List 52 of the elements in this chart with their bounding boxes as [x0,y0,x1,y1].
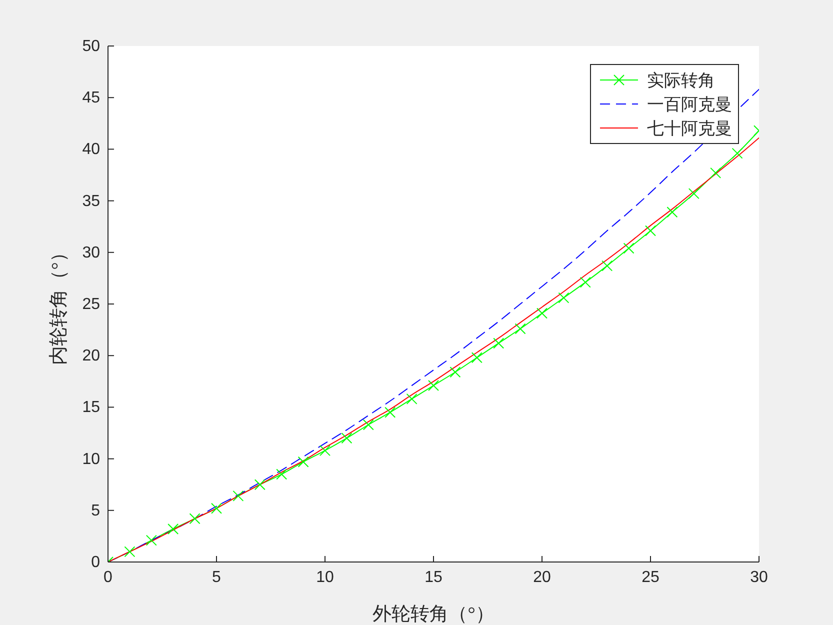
point [384,406,396,418]
point [124,546,136,558]
y-tick-label: 35 [82,192,100,210]
y-tick-label: 0 [91,554,100,571]
y-tick-label: 10 [82,450,100,468]
y-axis-title: 内轮转角（°） [48,243,70,365]
point [146,534,157,546]
point [254,479,266,490]
point [688,188,700,200]
legend-label: 一百阿克曼 [647,94,732,116]
legend-label: 实际转角 [647,70,715,92]
point [471,352,482,364]
point [189,513,200,524]
x-axis-title: 外轮转角（°） [372,604,494,625]
point [536,308,548,319]
point [298,456,309,468]
point [602,260,613,272]
y-tick-label: 30 [82,244,100,262]
y-tick-label: 45 [82,90,100,107]
y-tick-label: 40 [82,141,100,158]
x-tick-label: 30 [750,569,768,586]
x-tick-label: 20 [533,569,551,586]
x-tick-label: 25 [642,569,660,586]
x-tick-label: 5 [212,569,222,586]
point [362,419,374,430]
y-tick-label: 50 [82,38,100,55]
point [276,468,288,480]
point [514,323,526,334]
x-tick-label: 10 [316,569,334,586]
point [580,276,591,288]
point [623,242,634,254]
point [558,292,570,304]
point [341,432,352,444]
point [428,380,439,392]
point [493,338,504,349]
y-tick-label: 5 [91,502,100,520]
point [320,445,330,456]
point [450,366,461,378]
point [732,148,743,159]
y-tick-label: 15 [82,399,100,416]
x-tick-label: 0 [104,569,113,586]
point [211,502,222,514]
point [645,225,656,236]
point [232,490,244,502]
point [666,206,678,218]
y-tick-label: 20 [82,348,100,365]
y-tick-label: 25 [82,296,100,313]
point [406,393,418,404]
point [710,167,722,178]
x-tick-label: 15 [424,569,442,586]
point [168,523,179,534]
legend-label: 七十阿克曼 [647,118,732,140]
